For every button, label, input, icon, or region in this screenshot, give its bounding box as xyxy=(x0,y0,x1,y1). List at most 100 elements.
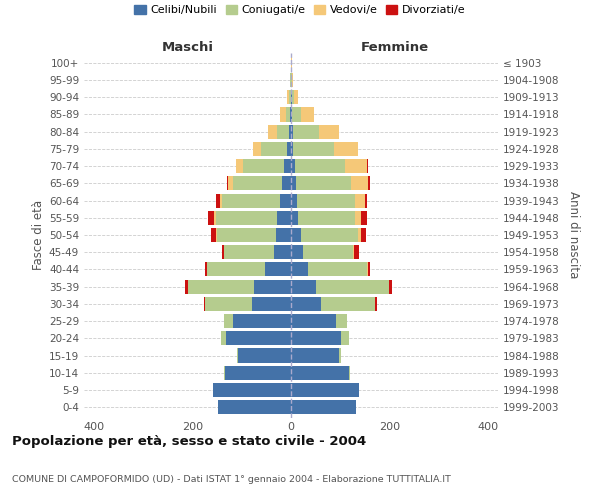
Bar xyxy=(291,400,356,414)
Bar xyxy=(301,228,358,242)
Bar xyxy=(287,142,291,156)
Bar xyxy=(291,194,297,207)
Bar xyxy=(361,210,367,225)
Bar xyxy=(334,142,358,156)
Bar xyxy=(291,297,320,311)
Bar xyxy=(289,90,290,104)
Bar xyxy=(187,280,254,293)
Bar xyxy=(308,262,367,276)
Bar xyxy=(291,228,301,242)
Bar xyxy=(211,228,216,242)
Bar xyxy=(284,159,291,173)
Bar xyxy=(208,210,214,225)
Bar xyxy=(207,262,265,276)
Bar xyxy=(291,176,296,190)
Bar xyxy=(291,314,337,328)
Bar xyxy=(291,159,295,173)
Bar xyxy=(185,280,187,293)
Y-axis label: Anni di nascita: Anni di nascita xyxy=(566,192,580,278)
Bar xyxy=(236,159,243,173)
Y-axis label: Fasce di età: Fasce di età xyxy=(32,200,45,270)
Bar xyxy=(215,194,220,207)
Legend: Celibi/Nubili, Coniugati/e, Vedovi/e, Divorziati/e: Celibi/Nubili, Coniugati/e, Vedovi/e, Di… xyxy=(130,0,470,20)
Bar xyxy=(295,159,345,173)
Bar xyxy=(293,142,334,156)
Bar xyxy=(296,176,351,190)
Bar xyxy=(290,108,291,122)
Bar xyxy=(238,348,291,362)
Bar xyxy=(204,297,205,311)
Bar xyxy=(293,124,319,139)
Bar xyxy=(353,245,354,260)
Bar xyxy=(215,210,277,225)
Bar xyxy=(226,366,291,380)
Bar xyxy=(389,280,392,293)
Bar xyxy=(291,383,359,397)
Bar xyxy=(298,210,355,225)
Bar xyxy=(291,210,298,225)
Bar xyxy=(251,297,291,311)
Bar xyxy=(224,245,274,260)
Bar xyxy=(295,90,298,104)
Bar xyxy=(227,176,228,190)
Bar xyxy=(358,228,361,242)
Bar xyxy=(254,280,291,293)
Bar xyxy=(368,262,370,276)
Bar xyxy=(355,210,361,225)
Bar xyxy=(291,366,349,380)
Text: Femmine: Femmine xyxy=(361,41,428,54)
Bar xyxy=(280,108,286,122)
Bar xyxy=(233,176,282,190)
Bar xyxy=(361,228,367,242)
Bar xyxy=(291,280,316,293)
Bar xyxy=(276,228,291,242)
Bar xyxy=(222,245,224,260)
Bar xyxy=(205,262,207,276)
Bar xyxy=(277,124,289,139)
Bar xyxy=(292,90,295,104)
Bar xyxy=(222,194,280,207)
Bar xyxy=(304,245,353,260)
Bar xyxy=(349,366,350,380)
Bar xyxy=(224,314,233,328)
Bar xyxy=(320,297,375,311)
Bar xyxy=(340,348,341,362)
Bar xyxy=(213,383,291,397)
Bar xyxy=(297,194,355,207)
Bar xyxy=(319,124,340,139)
Bar xyxy=(233,314,291,328)
Bar xyxy=(291,348,340,362)
Bar xyxy=(292,73,293,87)
Bar xyxy=(286,108,290,122)
Bar xyxy=(345,159,367,173)
Bar xyxy=(217,228,276,242)
Bar xyxy=(291,142,293,156)
Bar xyxy=(291,108,292,122)
Bar xyxy=(274,245,291,260)
Bar xyxy=(337,314,347,328)
Bar xyxy=(224,366,226,380)
Bar xyxy=(341,331,349,345)
Bar xyxy=(243,159,284,173)
Bar xyxy=(221,331,226,345)
Bar xyxy=(262,142,287,156)
Text: Maschi: Maschi xyxy=(161,41,214,54)
Bar xyxy=(291,124,293,139)
Text: COMUNE DI CAMPOFORMIDO (UD) - Dati ISTAT 1° gennaio 2004 - Elaborazione TUTTITAL: COMUNE DI CAMPOFORMIDO (UD) - Dati ISTAT… xyxy=(12,476,451,484)
Bar xyxy=(277,210,291,225)
Bar xyxy=(282,176,291,190)
Bar xyxy=(368,176,370,190)
Bar xyxy=(351,176,368,190)
Bar xyxy=(253,142,262,156)
Bar xyxy=(280,194,291,207)
Bar xyxy=(365,194,367,207)
Bar xyxy=(218,400,291,414)
Bar xyxy=(289,124,291,139)
Bar xyxy=(226,331,291,345)
Bar xyxy=(265,262,291,276)
Bar xyxy=(216,228,217,242)
Bar xyxy=(375,297,377,311)
Bar xyxy=(220,194,222,207)
Bar xyxy=(367,159,368,173)
Bar xyxy=(287,90,289,104)
